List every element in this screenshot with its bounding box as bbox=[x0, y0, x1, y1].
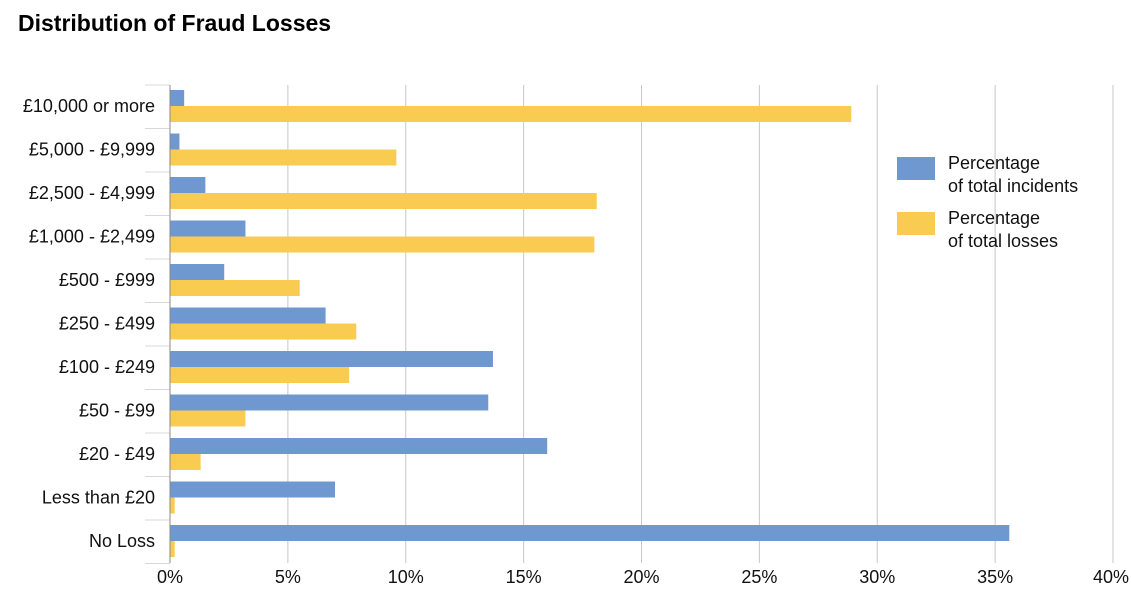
bar-losses bbox=[170, 541, 175, 557]
category-label: £250 - £499 bbox=[59, 313, 155, 333]
category-label: No Loss bbox=[89, 531, 155, 551]
bar-incidents bbox=[170, 351, 493, 367]
category-label: £500 - £999 bbox=[59, 270, 155, 290]
bar-incidents bbox=[170, 481, 336, 498]
x-tick-label: 10% bbox=[388, 567, 424, 587]
x-tick-label: 35% bbox=[977, 567, 1013, 587]
bar-incidents bbox=[170, 525, 1010, 541]
category-label: £20 - £49 bbox=[79, 444, 155, 464]
x-tick-label: 20% bbox=[623, 567, 659, 587]
category-label: £2,500 - £4,999 bbox=[29, 183, 155, 203]
bar-incidents bbox=[170, 90, 185, 106]
bar-losses bbox=[170, 497, 175, 514]
x-tick-label: 30% bbox=[859, 567, 895, 587]
legend-label: Percentage bbox=[948, 153, 1040, 173]
category-label: £5,000 - £9,999 bbox=[29, 139, 155, 159]
category-label: £10,000 or more bbox=[23, 96, 155, 116]
chart-title: Distribution of Fraud Losses bbox=[18, 10, 332, 36]
bar-incidents bbox=[170, 177, 206, 193]
legend-label: of total losses bbox=[948, 231, 1058, 251]
legend-label: of total incidents bbox=[948, 176, 1078, 196]
x-tick-label: 40% bbox=[1093, 567, 1129, 587]
x-tick-label: 0% bbox=[157, 567, 183, 587]
legend-swatch-incidents bbox=[897, 157, 935, 180]
bar-incidents bbox=[170, 307, 326, 324]
bar-losses bbox=[170, 193, 597, 209]
bar-losses bbox=[170, 367, 350, 383]
bar-incidents bbox=[170, 133, 180, 150]
bar-losses bbox=[170, 280, 300, 296]
bar-losses bbox=[170, 106, 852, 122]
category-label: £50 - £99 bbox=[79, 400, 155, 420]
bar-losses bbox=[170, 236, 595, 253]
x-tick-label: 5% bbox=[275, 567, 301, 587]
bar-losses bbox=[170, 323, 357, 340]
bar-incidents bbox=[170, 264, 225, 280]
bar-incidents bbox=[170, 220, 246, 237]
bar-losses bbox=[170, 454, 201, 470]
category-label: £100 - £249 bbox=[59, 357, 155, 377]
category-label: £1,000 - £2,499 bbox=[29, 226, 155, 246]
bar-incidents bbox=[170, 438, 548, 454]
x-tick-label: 25% bbox=[741, 567, 777, 587]
legend-label: Percentage bbox=[948, 208, 1040, 228]
category-label: Less than £20 bbox=[42, 487, 155, 507]
bar-incidents bbox=[170, 394, 489, 411]
x-tick-label: 15% bbox=[506, 567, 542, 587]
bar-losses bbox=[170, 410, 246, 427]
legend-swatch-losses bbox=[897, 212, 935, 235]
bar-losses bbox=[170, 149, 397, 166]
